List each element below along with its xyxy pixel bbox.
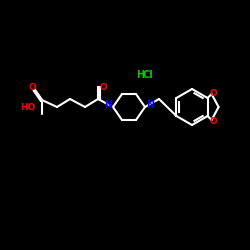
Text: N: N bbox=[146, 100, 154, 110]
Text: H: H bbox=[136, 70, 144, 80]
Text: Cl: Cl bbox=[142, 70, 154, 80]
Text: O: O bbox=[99, 82, 107, 92]
Text: O: O bbox=[210, 116, 218, 126]
Text: HO: HO bbox=[20, 104, 36, 112]
Text: O: O bbox=[28, 84, 36, 92]
Text: O: O bbox=[210, 88, 218, 98]
Text: N: N bbox=[104, 100, 112, 110]
